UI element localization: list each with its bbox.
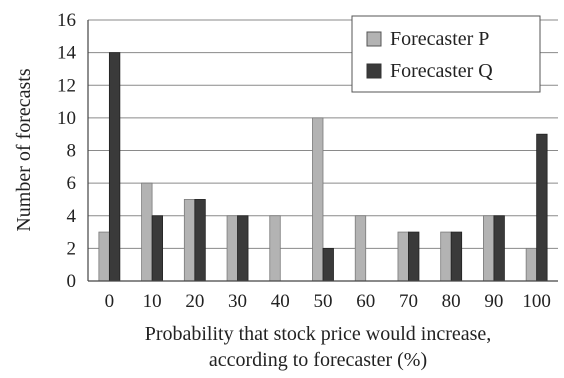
bar-forecaster-p-70	[397, 231, 409, 282]
x-tick-labels: 0 10 20 30 40 50 60 70 80 90 100	[105, 291, 551, 312]
bar-forecaster-q-70	[408, 231, 420, 282]
y-tick-label: 16	[57, 10, 76, 31]
y-axis-label: Number of forecasts	[13, 68, 35, 231]
y-tick-label: 0	[67, 271, 77, 292]
legend-swatch-forecaster-q	[366, 63, 382, 79]
legend-box	[351, 15, 541, 93]
y-tick-label: 8	[67, 141, 77, 162]
bar-forecaster-p-0	[98, 231, 110, 282]
bar-forecaster-q-10	[151, 215, 163, 282]
y-tick-label: 4	[67, 206, 77, 227]
legend: Forecaster P Forecaster Q	[351, 15, 541, 93]
bar-forecaster-p-10	[141, 182, 153, 282]
bar-forecaster-p-20	[183, 199, 196, 282]
x-tick-label: 50	[314, 291, 333, 312]
y-tick-label: 2	[67, 238, 77, 259]
legend-swatch-forecaster-p	[366, 31, 382, 47]
x-tick-label: 20	[185, 291, 204, 312]
x-tick-label: 10	[143, 291, 162, 312]
legend-label-forecaster-q: Forecaster Q	[390, 60, 493, 82]
bar-forecaster-q-100	[536, 133, 548, 282]
y-tick-label: 10	[57, 108, 76, 129]
bar-forecaster-q-80	[450, 231, 463, 282]
x-tick-label: 80	[442, 291, 461, 312]
bar-forecaster-q-50	[322, 247, 334, 282]
bar-forecaster-q-90	[493, 215, 505, 282]
bar-forecaster-p-90	[483, 215, 495, 282]
y-tick-labels: 0 2 4 6 8 10 12 14 16	[57, 10, 77, 292]
bar-forecaster-q-20	[194, 199, 206, 282]
x-axis-label-line1: Probability that stock price would incre…	[145, 323, 492, 345]
bar-forecaster-p-80	[440, 231, 452, 282]
x-tick-label: 90	[484, 291, 503, 312]
x-axis-label-line2: according to forecaster (%)	[209, 349, 427, 371]
y-tick-label: 6	[67, 173, 77, 194]
x-tick-label: 70	[399, 291, 418, 312]
y-tick-label: 14	[57, 43, 77, 64]
x-tick-label: 100	[522, 291, 551, 312]
x-tick-label: 40	[271, 291, 290, 312]
x-tick-label: 30	[228, 291, 247, 312]
bar-forecaster-q-30	[237, 215, 249, 282]
bar-forecaster-p-60	[354, 215, 367, 282]
bar-forecaster-p-50	[312, 117, 324, 282]
bar-forecaster-p-100	[525, 247, 538, 282]
y-tick-label: 12	[57, 75, 76, 96]
bar-forecaster-p-40	[269, 215, 281, 282]
x-tick-label: 0	[105, 291, 115, 312]
bar-forecaster-q-0	[108, 52, 121, 282]
x-tick-label: 60	[356, 291, 375, 312]
bar-forecaster-p-30	[226, 215, 238, 282]
legend-label-forecaster-p: Forecaster P	[390, 28, 489, 50]
